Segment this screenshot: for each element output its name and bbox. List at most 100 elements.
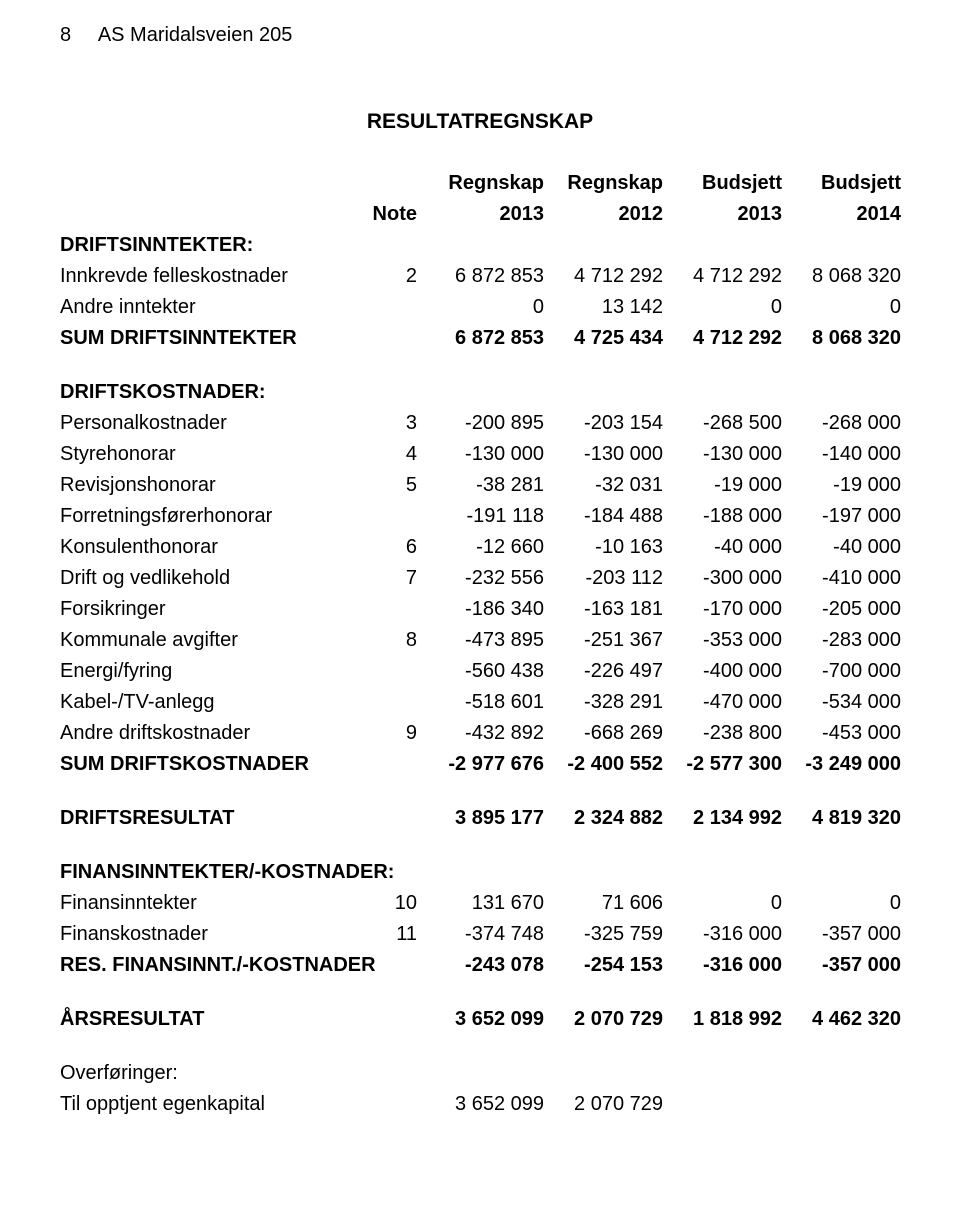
row-value: -3 249 000	[782, 749, 901, 780]
row-value: 131 670	[425, 888, 544, 919]
row-label: SUM DRIFTSINNTEKTER	[60, 323, 365, 354]
table-row: Personalkostnader 3 -200 895 -203 154 -2…	[60, 408, 901, 439]
row-value: -40 000	[782, 532, 901, 563]
row-note: 3	[365, 408, 425, 439]
row-note	[365, 323, 425, 354]
row-value: -374 748	[425, 919, 544, 950]
row-value: 0	[663, 292, 782, 323]
table-row: Forsikringer -186 340 -163 181 -170 000 …	[60, 594, 901, 625]
row-value: -316 000	[663, 950, 782, 981]
table-row: Til opptjent egenkapital 3 652 099 2 070…	[60, 1089, 901, 1120]
page: 8 AS Maridalsveien 205 RESULTATREGNSKAP …	[0, 0, 960, 1213]
row-value: 4 819 320	[782, 780, 901, 834]
row-label: Innkrevde felleskostnader	[60, 261, 365, 292]
row-label: Styrehonorar	[60, 439, 365, 470]
row-value: -130 000	[663, 439, 782, 470]
row-value: -130 000	[425, 439, 544, 470]
row-value: -163 181	[544, 594, 663, 625]
table-row-sum: SUM DRIFTSKOSTNADER -2 977 676 -2 400 55…	[60, 749, 901, 780]
row-value: 2 070 729	[544, 981, 663, 1035]
table-row-sum: SUM DRIFTSINNTEKTER 6 872 853 4 725 434 …	[60, 323, 901, 354]
row-note	[365, 687, 425, 718]
row-note	[365, 780, 425, 834]
row-note	[365, 1089, 425, 1120]
income-statement-table: Regnskap Regnskap Budsjett Budsjett Note…	[60, 168, 901, 1120]
row-value: -2 577 300	[663, 749, 782, 780]
row-value: -19 000	[782, 470, 901, 501]
row-note: 10	[365, 888, 425, 919]
row-value: -2 977 676	[425, 749, 544, 780]
row-value: -19 000	[663, 470, 782, 501]
row-value: -184 488	[544, 501, 663, 532]
row-note	[365, 656, 425, 687]
row-value: 2 134 992	[663, 780, 782, 834]
table-row: Finansinntekter 10 131 670 71 606 0 0	[60, 888, 901, 919]
row-label: Drift og vedlikehold	[60, 563, 365, 594]
row-value: -353 000	[663, 625, 782, 656]
col-header-year-2012: 2012	[544, 199, 663, 230]
row-value: -232 556	[425, 563, 544, 594]
row-value: -325 759	[544, 919, 663, 950]
col-header-budsjett-1: Budsjett	[663, 168, 782, 199]
row-note: 4	[365, 439, 425, 470]
row-label: Revisjonshonorar	[60, 470, 365, 501]
row-value: -186 340	[425, 594, 544, 625]
col-header-budsjett-2: Budsjett	[782, 168, 901, 199]
row-value: -251 367	[544, 625, 663, 656]
row-value	[782, 1089, 901, 1120]
row-value: -700 000	[782, 656, 901, 687]
row-value: -205 000	[782, 594, 901, 625]
row-value: -453 000	[782, 718, 901, 749]
row-value: -226 497	[544, 656, 663, 687]
section-heading-driftskostnader: DRIFTSKOSTNADER:	[60, 354, 901, 408]
page-number: 8	[60, 24, 71, 46]
table-row: Andre inntekter 0 13 142 0 0	[60, 292, 901, 323]
report-title: RESULTATREGNSKAP	[60, 106, 900, 138]
row-note: 6	[365, 532, 425, 563]
row-value: 71 606	[544, 888, 663, 919]
row-value: -268 500	[663, 408, 782, 439]
row-note	[365, 292, 425, 323]
row-value: -316 000	[663, 919, 782, 950]
row-value: -470 000	[663, 687, 782, 718]
section-heading-overforinger: Overføringer:	[60, 1035, 901, 1089]
row-label: DRIFTSRESULTAT	[60, 780, 365, 834]
col-header-regnskap-2: Regnskap	[544, 168, 663, 199]
row-value: -2 400 552	[544, 749, 663, 780]
row-value: 6 872 853	[425, 261, 544, 292]
table-row: Innkrevde felleskostnader 2 6 872 853 4 …	[60, 261, 901, 292]
row-label: Personalkostnader	[60, 408, 365, 439]
table-header-row-1: Regnskap Regnskap Budsjett Budsjett	[60, 168, 901, 199]
row-value: 1 818 992	[663, 981, 782, 1035]
col-header-year-2013a: 2013	[425, 199, 544, 230]
row-value: -534 000	[782, 687, 901, 718]
row-value: 4 712 292	[544, 261, 663, 292]
row-label: Finanskostnader	[60, 919, 365, 950]
col-header-note: Note	[365, 199, 425, 230]
row-label: Kabel-/TV-anlegg	[60, 687, 365, 718]
row-note: 11	[365, 919, 425, 950]
row-note	[365, 594, 425, 625]
row-note	[365, 501, 425, 532]
row-note: 5	[365, 470, 425, 501]
row-value: -432 892	[425, 718, 544, 749]
row-value: -140 000	[782, 439, 901, 470]
table-row: Andre driftskostnader 9 -432 892 -668 26…	[60, 718, 901, 749]
row-value: -283 000	[782, 625, 901, 656]
col-header-year-2013b: 2013	[663, 199, 782, 230]
row-value	[663, 1089, 782, 1120]
row-value: -191 118	[425, 501, 544, 532]
row-value: 3 895 177	[425, 780, 544, 834]
row-value: -238 800	[663, 718, 782, 749]
row-label: ÅRSRESULTAT	[60, 981, 365, 1035]
section-label: DRIFTSINNTEKTER:	[60, 230, 365, 261]
section-label: Overføringer:	[60, 1035, 365, 1089]
row-note: 2	[365, 261, 425, 292]
row-label: Andre inntekter	[60, 292, 365, 323]
row-note: 7	[365, 563, 425, 594]
row-note	[365, 981, 425, 1035]
row-value: -668 269	[544, 718, 663, 749]
row-value: -300 000	[663, 563, 782, 594]
company-name: AS Maridalsveien 205	[98, 24, 293, 46]
row-value: 8 068 320	[782, 261, 901, 292]
